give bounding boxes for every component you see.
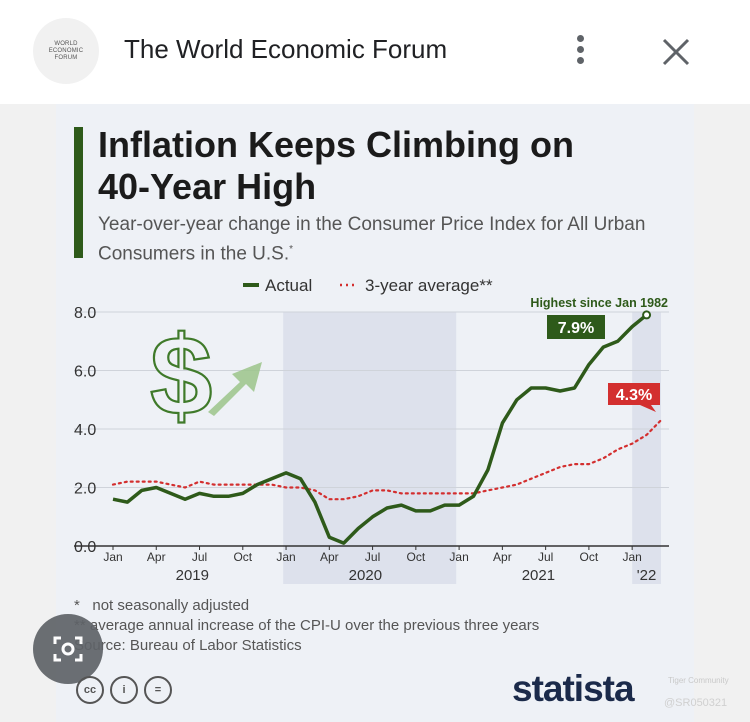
logo-text: WORLD ECONOMIC FORUM bbox=[48, 40, 84, 61]
last-average-label: 4.3% bbox=[616, 387, 652, 404]
statista-logo: statista bbox=[512, 668, 635, 709]
watermark-id: @SR050321 bbox=[664, 697, 728, 709]
lens-search-button[interactable] bbox=[33, 614, 103, 684]
close-icon[interactable] bbox=[656, 32, 696, 72]
series-3-year-average bbox=[111, 419, 663, 501]
year-label: 2021 bbox=[522, 567, 555, 584]
by-icon: i bbox=[110, 676, 138, 704]
chart-title: Inflation Keeps Climbing on 40-Year High bbox=[98, 124, 574, 207]
last-actual-box bbox=[547, 315, 605, 339]
footnotes: * not seasonally adjusted ** average ann… bbox=[74, 596, 539, 656]
source-text: Source: Bureau of Labor Statistics bbox=[74, 637, 302, 654]
shaded-period bbox=[632, 312, 661, 584]
y-tick-label: 4.0 bbox=[74, 422, 96, 439]
y-tick-label: 8.0 bbox=[74, 305, 96, 322]
annotations: Highest since Jan 1982 7.9% 4.3% bbox=[530, 296, 668, 412]
y-axis: 0.0 2.0 4.0 6.0 8.0 bbox=[74, 305, 96, 556]
cc-icon: cc bbox=[76, 676, 104, 704]
footnote-2: ** average annual increase of the CPI-U … bbox=[74, 616, 539, 636]
x-tick-label: Apr bbox=[147, 550, 166, 564]
x-tick-label: Jan bbox=[276, 550, 295, 564]
watermark: Tiger Community bbox=[668, 676, 729, 685]
year-label: '22 bbox=[637, 567, 657, 584]
x-tick-label: Jul bbox=[192, 550, 207, 564]
footnote-source: Source: Bureau of Labor Statistics bbox=[74, 636, 539, 656]
x-tick-label: Jan bbox=[103, 550, 122, 564]
highest-label: Highest since Jan 1982 bbox=[530, 296, 668, 310]
footnote-text: average annual increase of the CPI-U ove… bbox=[89, 617, 540, 634]
legend: Actual 3-year average** bbox=[243, 276, 493, 295]
wef-logo: WORLD ECONOMIC FORUM bbox=[33, 18, 99, 84]
y-tick-label: 2.0 bbox=[74, 481, 96, 498]
x-tick-label: Oct bbox=[580, 550, 599, 564]
x-tick-label: Jan bbox=[622, 550, 641, 564]
chart-subtitle-text: Year-over-year change in the Consumer Pr… bbox=[98, 214, 646, 265]
footnote-1: * not seasonally adjusted bbox=[74, 596, 539, 616]
peak-marker bbox=[642, 310, 652, 320]
x-tick-label: Apr bbox=[493, 550, 512, 564]
title-accent-bar bbox=[74, 127, 83, 258]
last-actual-label: 7.9% bbox=[558, 320, 594, 337]
x-axis: Jan Apr Jul Oct Jan Apr Jul Oct Jan Apr Jul Oct Jan 2… bbox=[103, 546, 656, 584]
x-tick-label: Jul bbox=[538, 550, 553, 564]
year-label: 2020 bbox=[349, 567, 382, 584]
cpi-line-chart: 0.0 2.0 4.0 6.0 8.0 Jan Apr Jul Oct Jan Apr Jul Oct… bbox=[74, 276, 669, 584]
series-actual bbox=[112, 313, 648, 545]
x-tick-label: Oct bbox=[233, 550, 252, 564]
x-tick-label: Oct bbox=[407, 550, 426, 564]
legend-label-actual: Actual bbox=[265, 276, 312, 295]
y-tick-label: 6.0 bbox=[74, 364, 96, 381]
last-average-box bbox=[608, 383, 660, 412]
chart-subtitle: Year-over-year change in the Consumer Pr… bbox=[98, 212, 678, 266]
svg-text:$: $ bbox=[150, 313, 212, 438]
y-tick-label: 0.0 bbox=[74, 539, 96, 556]
nd-icon: = bbox=[144, 676, 172, 704]
more-vert-icon[interactable] bbox=[566, 32, 594, 72]
x-tick-label: Jul bbox=[365, 550, 380, 564]
x-tick-label: Jan bbox=[449, 550, 468, 564]
gridlines bbox=[74, 311, 669, 547]
app-title: The World Economic Forum bbox=[124, 34, 448, 64]
footnote-mark: * bbox=[74, 597, 80, 614]
subtitle-footnote-mark: * bbox=[289, 244, 294, 255]
license-icons: cc i = bbox=[76, 676, 172, 704]
lens-icon bbox=[53, 636, 83, 662]
legend-label-average: 3-year average** bbox=[365, 276, 493, 295]
shaded-regions bbox=[283, 312, 661, 584]
footnote-text: not seasonally adjusted bbox=[92, 597, 250, 614]
shaded-period bbox=[283, 312, 457, 584]
year-label: 2019 bbox=[176, 567, 209, 584]
dollar-arrow-icon: $ bbox=[149, 312, 262, 439]
app-bar: WORLD ECONOMIC FORUM The World Economic … bbox=[0, 0, 750, 104]
x-tick-label: Apr bbox=[320, 550, 339, 564]
